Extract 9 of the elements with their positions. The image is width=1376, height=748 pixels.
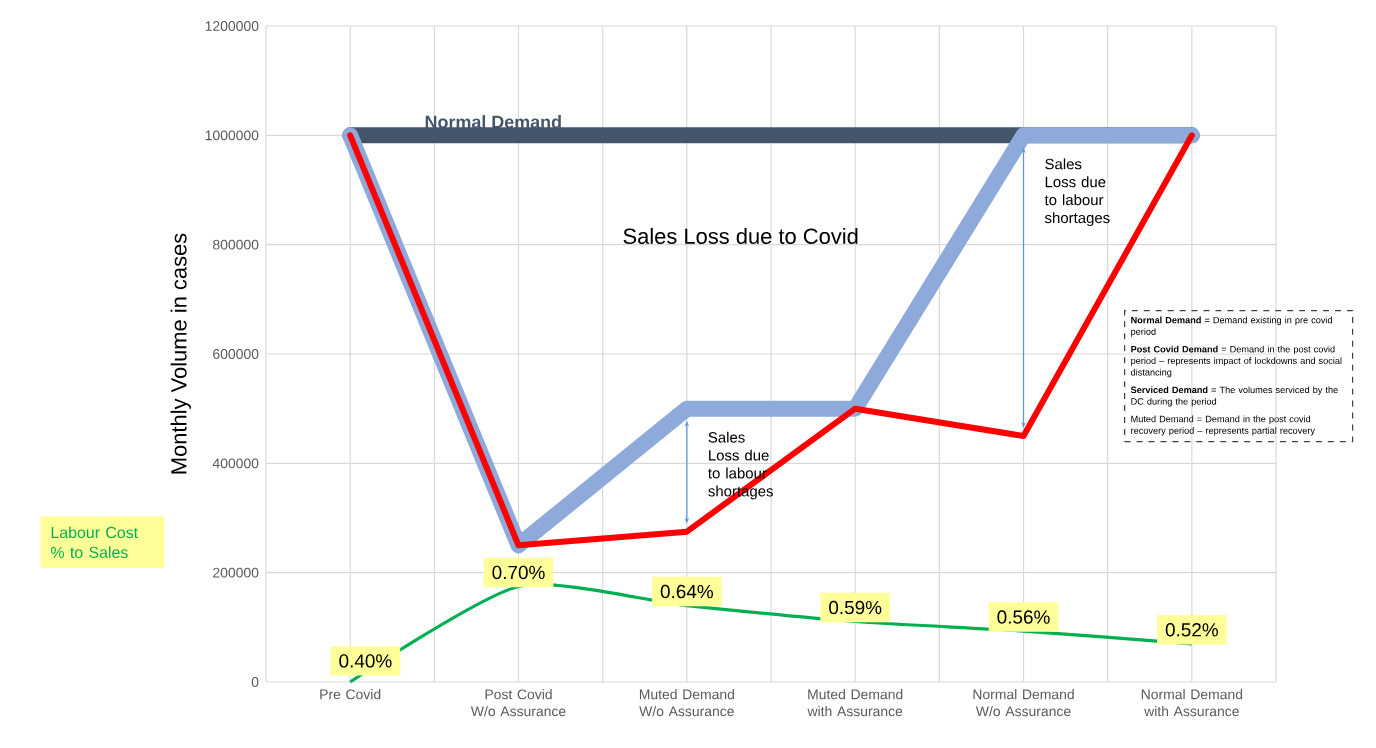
series-label: Normal Demand [425,115,561,129]
data-label: 0.40% [339,654,392,668]
y-axis-title: Monthly Volume in cases [170,233,191,474]
data-label: 0.70% [492,565,545,580]
annotation: Sales Loss due to Covid [623,227,858,244]
data-label: 0.56% [997,610,1050,624]
data-label: 0.59% [829,600,882,615]
data-label: 0.64% [660,584,713,599]
data-label: 0.52% [1165,623,1218,637]
